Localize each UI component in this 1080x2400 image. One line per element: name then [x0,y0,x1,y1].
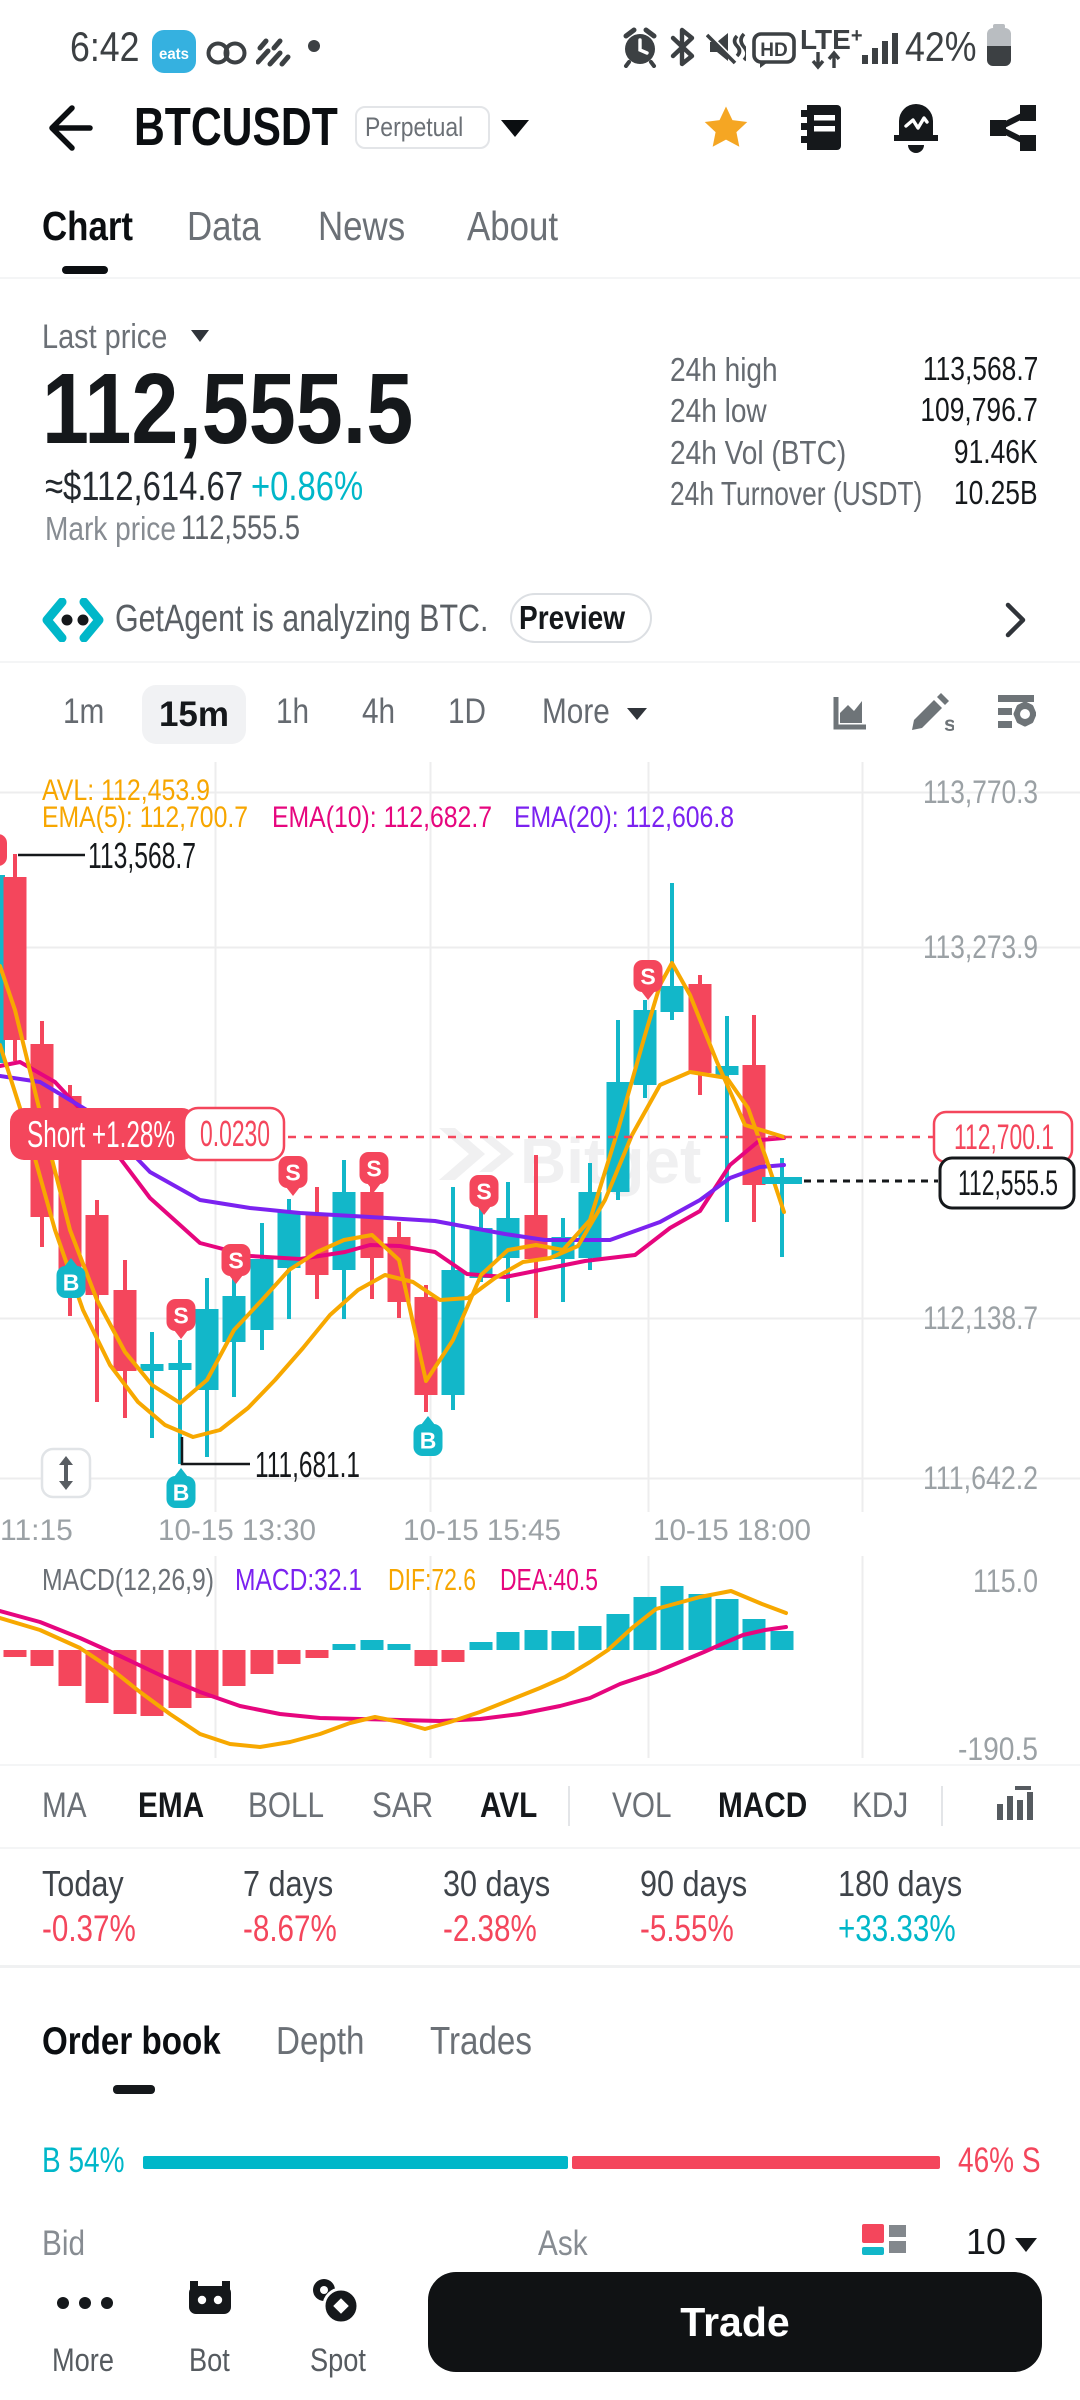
svg-text:B: B [420,1428,437,1454]
svg-text:10-15 13:30: 10-15 13:30 [158,1514,316,1547]
svg-text:113,273.9: 113,273.9 [923,929,1038,965]
svg-text:0.0230: 0.0230 [200,1113,270,1154]
svg-text:113,568.7: 113,568.7 [88,835,196,876]
svg-text:eats: eats [159,46,189,63]
svg-text:S: S [285,1160,300,1186]
svg-text:-190.5: -190.5 [958,1731,1038,1760]
svg-text:S: S [640,964,655,990]
svg-text:B: B [63,1270,80,1296]
svg-text:10-15 15:45: 10-15 15:45 [403,1514,561,1547]
svg-text:Short +1.28%: Short +1.28% [27,1114,175,1155]
svg-text:112,138.7: 112,138.7 [923,1300,1038,1336]
svg-text:EMA(10): 112,682.7: EMA(10): 112,682.7 [272,801,492,834]
svg-text:DIF:72.6: DIF:72.6 [388,1562,476,1597]
svg-text:S: S [476,1179,491,1205]
svg-text:HD: HD [760,40,787,61]
svg-text:111,681.1: 111,681.1 [255,1444,360,1485]
svg-text:112,700.1: 112,700.1 [954,1118,1054,1157]
svg-text:s: s [944,713,954,734]
svg-text:112,555.5: 112,555.5 [958,1164,1058,1203]
svg-text:B: B [173,1480,190,1506]
svg-text:EMA(5): 112,700.7: EMA(5): 112,700.7 [42,801,248,834]
svg-text:EMA(20): 112,606.8: EMA(20): 112,606.8 [514,801,734,834]
svg-text:S: S [366,1156,381,1182]
svg-text:111,642.2: 111,642.2 [923,1460,1038,1496]
svg-text:115.0: 115.0 [973,1563,1038,1599]
svg-text:S: S [228,1248,243,1274]
svg-text:MACD:32.1: MACD:32.1 [235,1562,362,1597]
svg-text:10-15 18:00: 10-15 18:00 [653,1514,811,1547]
svg-text:113,770.3: 113,770.3 [923,774,1038,810]
svg-text:11:15: 11:15 [0,1514,73,1547]
svg-text:DEA:40.5: DEA:40.5 [500,1562,598,1597]
svg-text:AVL: 112,453.9: AVL: 112,453.9 [42,774,210,807]
svg-text:S: S [173,1303,188,1329]
svg-text:MACD(12,26,9): MACD(12,26,9) [42,1562,214,1597]
